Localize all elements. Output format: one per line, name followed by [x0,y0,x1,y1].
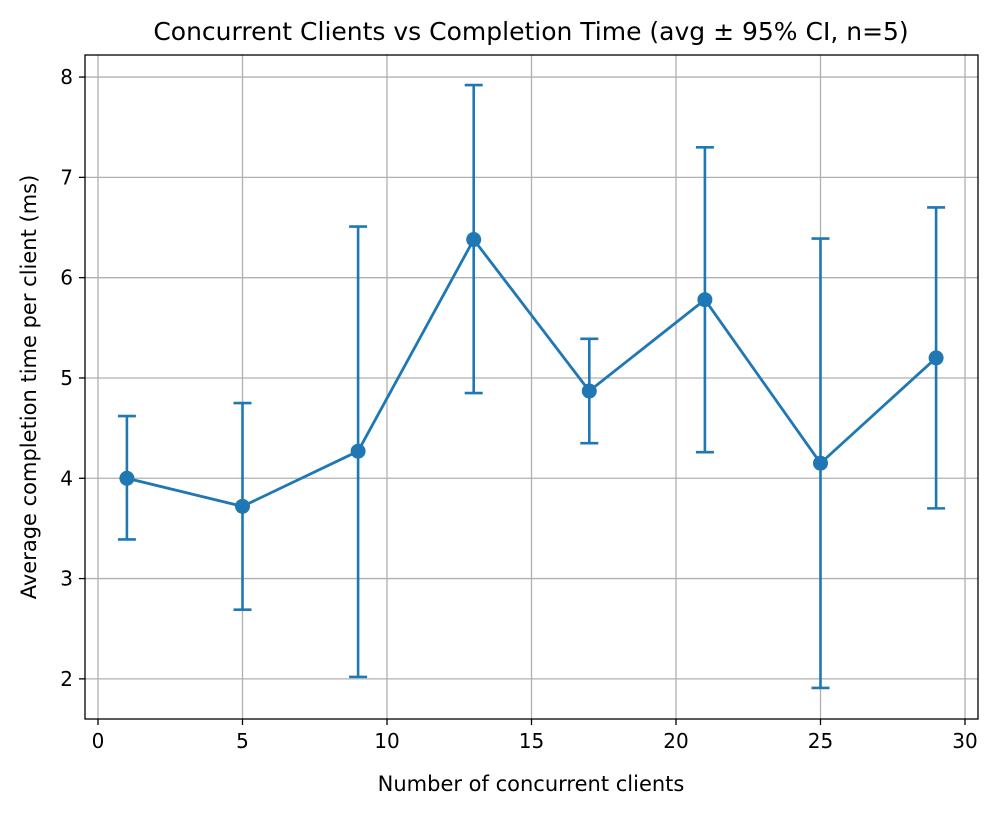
grid [85,55,978,719]
y-tick-label: 6 [60,266,73,290]
x-tick-label: 0 [92,729,105,753]
y-tick-label: 5 [60,366,73,390]
y-tick-label: 8 [60,65,73,89]
x-axis-label: Number of concurrent clients [378,772,685,796]
data-point [812,455,828,471]
y-tick-label: 3 [60,567,73,591]
y-axis-label: Average completion time per client (ms) [17,175,41,600]
x-tick-label: 5 [236,729,249,753]
data-point [581,383,597,399]
data-point [928,350,944,366]
ticks: 0 5 10 15 20 25 30 2 3 4 5 6 7 8 [60,65,977,753]
data-point [119,470,135,486]
series [117,83,946,690]
data-point [350,443,366,459]
data-point [697,292,713,308]
x-tick-label: 10 [374,729,399,753]
x-tick-label: 15 [519,729,544,753]
x-tick-label: 25 [808,729,833,753]
series-line [126,238,938,508]
y-tick-label: 2 [60,667,73,691]
chart-title: Concurrent Clients vs Completion Time (a… [153,17,908,46]
y-tick-label: 4 [60,466,73,490]
y-tick-label: 7 [60,165,73,189]
data-point [235,498,251,514]
data-point [466,232,482,248]
x-tick-label: 20 [663,729,688,753]
x-tick-label: 30 [952,729,977,753]
